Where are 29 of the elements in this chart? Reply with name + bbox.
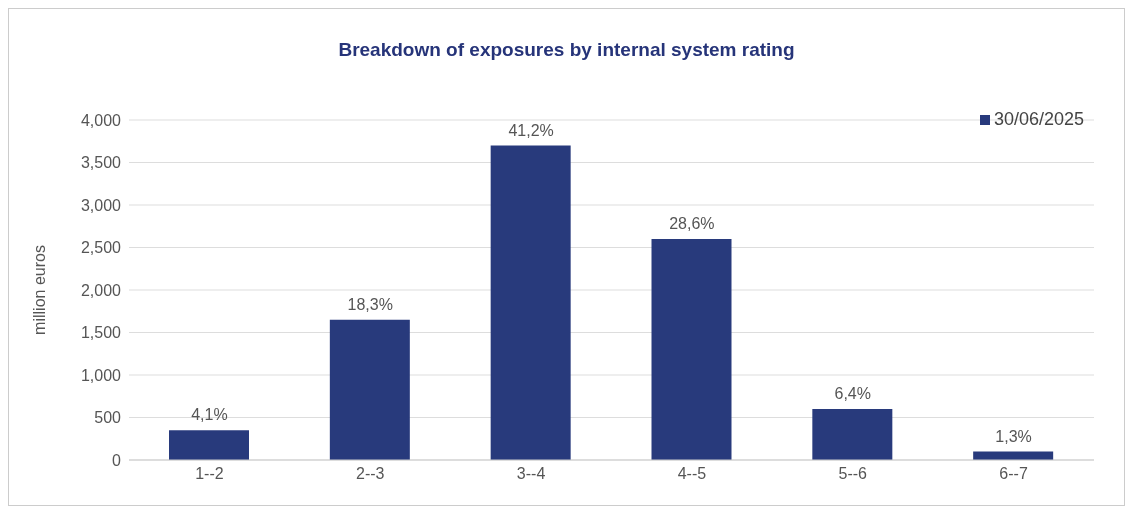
y-tick-label: 0	[112, 451, 122, 469]
legend-label: 30/06/2025	[993, 109, 1084, 129]
bar	[651, 239, 732, 460]
annotation: 41,2%	[508, 121, 554, 139]
y-tick-label: 4,000	[80, 111, 122, 129]
y-tick-label: 1,500	[80, 324, 122, 342]
annotation: 28,6%	[669, 215, 715, 232]
y-tick-label: 3,000	[80, 196, 122, 214]
y-tick-label: 3,500	[80, 154, 122, 172]
x-tick-label: 6--7	[999, 465, 1028, 483]
y-tick-label: 2,000	[80, 281, 122, 299]
x-tick-label: 4--5	[677, 465, 707, 483]
x-tick-label: 3--4	[516, 465, 546, 483]
annotation: 6,4%	[834, 385, 871, 402]
chart-title: Breakdown of exposures by internal system rating	[337, 39, 796, 61]
bar	[490, 145, 571, 460]
annotation: 1,3%	[995, 427, 1032, 445]
y-tick-label: 2,500	[80, 239, 122, 257]
y-tick-label: 500	[94, 409, 122, 427]
bar	[812, 409, 893, 460]
x-tick-label: 2--3	[356, 465, 385, 483]
x-tick-label: 5--6	[838, 465, 868, 483]
annotation: 4,1%	[191, 406, 228, 424]
bar	[329, 319, 410, 460]
y-tick-label: 1,000	[80, 366, 122, 384]
x-tick-label: 1--2	[195, 465, 224, 483]
annotation: 18,3%	[347, 295, 393, 313]
y-axis-title: million euros	[30, 245, 48, 335]
bar	[169, 430, 249, 460]
